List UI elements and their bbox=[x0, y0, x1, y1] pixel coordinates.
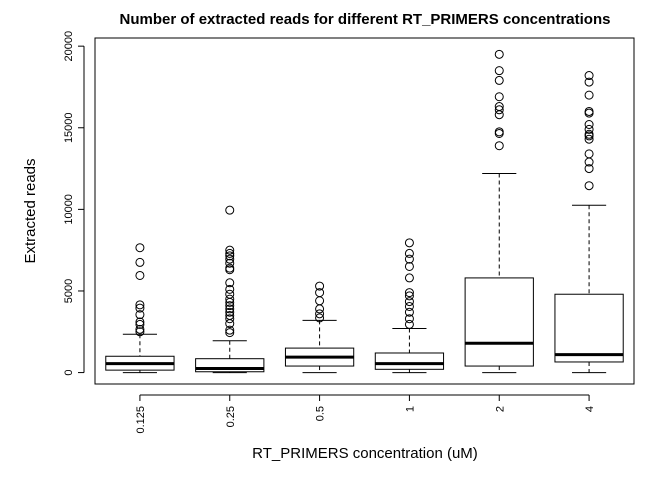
outlier-point bbox=[225, 319, 235, 329]
outlier-point bbox=[404, 291, 414, 301]
outlier-point bbox=[584, 181, 594, 191]
outlier-point bbox=[135, 303, 145, 313]
outlier-point bbox=[494, 49, 504, 59]
outlier-point bbox=[404, 254, 414, 264]
outlier-point bbox=[404, 261, 414, 271]
y-axis: 0 5000 10000 15000 20000 bbox=[63, 31, 85, 376]
x-axis-label: RT_PRIMERS concentration (uM) bbox=[252, 445, 478, 462]
outlier-point bbox=[404, 273, 414, 283]
iqr-box bbox=[554, 293, 624, 363]
outlier-point bbox=[315, 281, 325, 291]
outlier-point bbox=[225, 265, 235, 275]
outlier-point bbox=[225, 278, 235, 288]
outlier-point bbox=[404, 288, 414, 298]
outlier-point bbox=[584, 131, 594, 141]
x-tick-label: 1 bbox=[404, 406, 416, 412]
outlier-point bbox=[135, 270, 145, 280]
outlier-point bbox=[225, 254, 235, 264]
outlier-point bbox=[494, 92, 504, 102]
iqr-box bbox=[374, 352, 445, 370]
outlier-point bbox=[225, 251, 235, 261]
outlier-point bbox=[494, 128, 504, 138]
outlier-point bbox=[494, 75, 504, 85]
outlier-point bbox=[404, 238, 414, 248]
box-group bbox=[374, 238, 445, 374]
outlier-point bbox=[225, 328, 235, 338]
outlier-point bbox=[404, 301, 414, 311]
box-group bbox=[464, 49, 534, 374]
outlier-point bbox=[584, 77, 594, 87]
outlier-point bbox=[584, 149, 594, 159]
outlier-point bbox=[135, 324, 145, 334]
outlier-point bbox=[494, 66, 504, 76]
outlier-point bbox=[135, 327, 145, 337]
outlier-point bbox=[135, 317, 145, 327]
outlier-point bbox=[225, 297, 235, 307]
outlier-point bbox=[404, 319, 414, 329]
outlier-point bbox=[494, 110, 504, 120]
outlier-point bbox=[225, 284, 235, 294]
x-tick-label: 0.125 bbox=[135, 406, 147, 434]
outlier-point bbox=[494, 141, 504, 151]
box-group bbox=[554, 71, 624, 374]
outlier-point bbox=[315, 296, 325, 306]
outlier-point bbox=[225, 258, 235, 268]
y-axis-label: Extracted reads bbox=[22, 158, 39, 263]
outlier-point bbox=[584, 120, 594, 129]
box-group bbox=[105, 243, 175, 374]
y-tick-label: 15000 bbox=[63, 112, 75, 143]
outlier-point bbox=[404, 314, 414, 324]
outlier-point bbox=[225, 205, 235, 215]
x-tick-label: 4 bbox=[584, 406, 596, 412]
y-tick-label: 20000 bbox=[63, 31, 75, 62]
x-tick-label: 0.5 bbox=[315, 406, 327, 421]
plot-frame bbox=[94, 37, 635, 385]
outlier-point bbox=[225, 301, 235, 311]
outlier-point bbox=[315, 304, 325, 314]
box-series bbox=[105, 49, 624, 374]
outlier-point bbox=[404, 248, 414, 258]
outlier-point bbox=[315, 309, 325, 319]
y-tick-label: 10000 bbox=[63, 194, 75, 225]
outlier-point bbox=[584, 90, 594, 100]
outlier-point bbox=[584, 134, 594, 144]
outlier-point bbox=[584, 124, 594, 134]
x-axis: 0.125 0.25 0.5 1 2 4 bbox=[135, 394, 596, 434]
outlier-point bbox=[135, 319, 145, 329]
iqr-box bbox=[464, 277, 534, 367]
outlier-point bbox=[135, 300, 145, 310]
outlier-point bbox=[584, 164, 594, 174]
outlier-point bbox=[225, 325, 235, 335]
outlier-point bbox=[225, 304, 235, 314]
outlier-point bbox=[584, 108, 594, 118]
outlier-point bbox=[404, 307, 414, 317]
outlier-point bbox=[315, 313, 325, 323]
outlier-point bbox=[584, 71, 594, 81]
box-group bbox=[284, 281, 355, 374]
box-group bbox=[195, 205, 265, 374]
outlier-point bbox=[225, 289, 235, 299]
outlier-point bbox=[135, 243, 145, 253]
outlier-point bbox=[584, 157, 594, 167]
outlier-point bbox=[135, 310, 145, 320]
outlier-point bbox=[135, 257, 145, 267]
x-tick-label: 0.25 bbox=[225, 406, 237, 427]
y-tick-label: 0 bbox=[63, 370, 75, 376]
outlier-point bbox=[225, 248, 235, 258]
outlier-point bbox=[404, 297, 414, 307]
outlier-point bbox=[494, 105, 504, 115]
outlier-point bbox=[225, 314, 235, 324]
outlier-point bbox=[225, 294, 235, 304]
x-tick-label: 2 bbox=[494, 406, 506, 412]
chart-title: Number of extracted reads for different … bbox=[120, 11, 611, 28]
outlier-point bbox=[225, 307, 235, 317]
y-tick-label: 5000 bbox=[63, 279, 75, 303]
outlier-point bbox=[225, 245, 235, 255]
